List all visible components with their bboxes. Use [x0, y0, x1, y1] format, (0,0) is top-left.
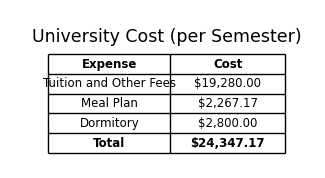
Text: University Cost (per Semester): University Cost (per Semester)	[32, 28, 301, 46]
Text: Total: Total	[93, 137, 125, 150]
Text: Expense: Expense	[82, 58, 137, 71]
Text: $19,280.00: $19,280.00	[194, 77, 261, 90]
Text: $24,347.17: $24,347.17	[190, 137, 265, 150]
Text: Cost: Cost	[213, 58, 242, 71]
Text: Dormitory: Dormitory	[79, 117, 139, 130]
Text: $2,800.00: $2,800.00	[198, 117, 257, 130]
Text: Tuition and Other Fees: Tuition and Other Fees	[43, 77, 176, 90]
Text: Meal Plan: Meal Plan	[81, 97, 138, 110]
Text: $2,267.17: $2,267.17	[198, 97, 258, 110]
